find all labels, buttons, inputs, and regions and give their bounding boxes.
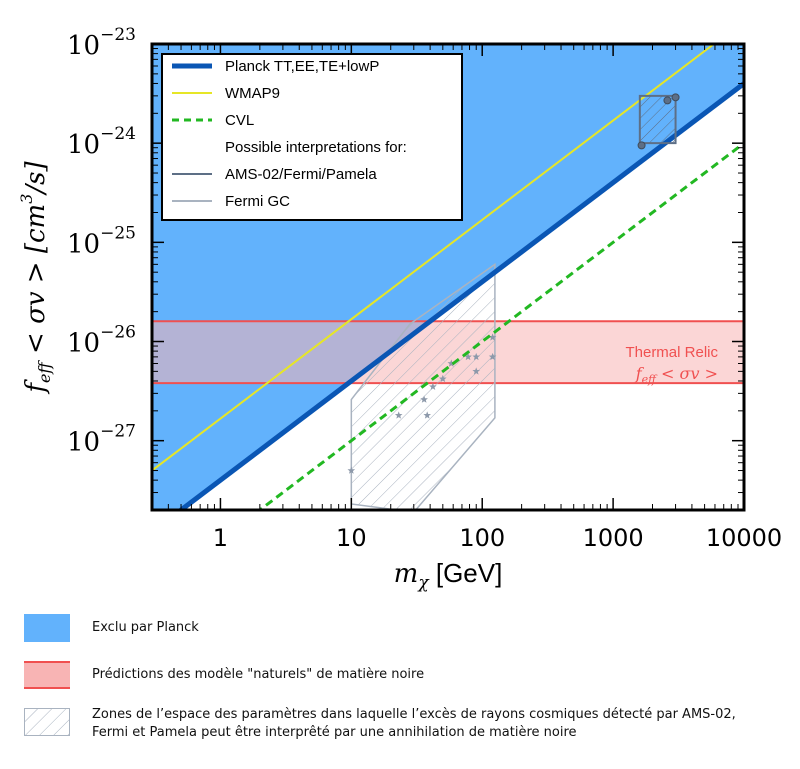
y-tick-label: 10−24: [67, 124, 136, 160]
chart-legend: Planck TT,EE,TE+lowP WMAP9 CVL Possible int…: [161, 53, 463, 221]
y-tick-base: 10: [67, 229, 100, 259]
explanation-item-natural-models: Prédictions des modèle "naturels" de mat…: [24, 661, 424, 689]
y-tick-label: 10−25: [67, 223, 136, 259]
y-tick-base: 10: [67, 130, 100, 160]
y-label-body: < σv > [cm: [21, 204, 51, 362]
y-tick-exponent: −23: [100, 25, 136, 45]
fermi-gc-point: [347, 466, 356, 474]
explanation-item-planck: Exclu par Planck: [24, 614, 199, 642]
fermi-gc-point: [472, 352, 480, 361]
legend-label: Planck TT,EE,TE+lowP: [225, 58, 379, 75]
fermi-gc-point: [439, 374, 447, 383]
legend-label: Possible interpretations for:: [225, 139, 407, 156]
x-tick-label: 1: [213, 524, 228, 552]
y-label-end: /s]: [21, 160, 51, 196]
y-tick-base: 10: [67, 31, 100, 61]
legend-box: [161, 53, 463, 221]
explanation-text: Zones de l’espace des paramètres dans la…: [92, 707, 736, 740]
x-tick-label: 10000: [706, 524, 782, 552]
fermi-gc-point: [488, 352, 497, 361]
x-tick-label: 100: [459, 524, 505, 552]
y-label-subscript: eff: [35, 360, 54, 383]
y-tick-label: 10−27: [67, 422, 136, 458]
x-tick-label: 1000: [583, 524, 644, 552]
y-tick-exponent: −25: [100, 223, 136, 243]
y-tick-label: 10−23: [67, 25, 136, 61]
ams-fermi-pamela-point: [663, 96, 672, 105]
y-tick-base: 10: [67, 329, 100, 359]
y-tick-label: 10−26: [67, 323, 136, 359]
y-tick-base: 10: [67, 428, 100, 458]
x-label-unit: [GeV]: [429, 558, 503, 588]
y-axis-label: feff < σv > [cm3/s]: [17, 160, 54, 394]
fermi-gc-point: [420, 395, 428, 403]
explanation-text: Prédictions des modèle "naturels" de mat…: [92, 667, 425, 682]
explanation-item-cosmic-ray-zones: Zones de l’espace des paramètres dans la…: [24, 706, 772, 742]
thermal-relic-swatch: [24, 661, 70, 689]
fermi-gc-point: [464, 352, 472, 361]
planck-swatch: [24, 614, 70, 642]
fermi-gc-point: [488, 333, 497, 341]
x-axis-label: mχ [GeV]: [394, 558, 503, 593]
x-label-symbol: m: [394, 559, 419, 589]
thermal-relic-label: Thermal Relic: [625, 344, 718, 361]
fermi-gc-point: [447, 359, 456, 367]
y-label-superscript: 3: [17, 194, 36, 204]
legend-label: WMAP9: [225, 85, 280, 102]
planck-line: [176, 81, 744, 510]
y-tick-exponent: −26: [100, 323, 136, 343]
fermi-gc-point: [394, 411, 403, 419]
plot-frame: [150, 42, 746, 512]
fermi-gc-point: [423, 411, 431, 419]
ams-fermi-pamela-point: [637, 141, 646, 150]
y-tick-exponent: −27: [100, 422, 136, 442]
fermi-gc-point: [472, 367, 480, 375]
hatch-swatch: [24, 708, 70, 736]
formula-f: f: [635, 364, 645, 383]
cvl-line: [257, 141, 744, 510]
legend-label: CVL: [225, 112, 254, 129]
x-tick-label: 10: [336, 524, 367, 552]
legend-label: Fermi GC: [225, 193, 290, 210]
thermal-relic-formula: feff < σv >: [635, 364, 718, 386]
x-label-subscript: χ: [417, 573, 430, 593]
legend-label: AMS-02/Fermi/Pamela: [225, 166, 377, 183]
formula-sub: eff: [642, 373, 659, 386]
formula-rest: < σv >: [656, 364, 718, 383]
explanation-text: Exclu par Planck: [92, 620, 199, 635]
fermi-gc-point: [429, 382, 437, 390]
y-tick-exponent: −24: [100, 124, 136, 144]
ams-fermi-pamela-point: [671, 93, 680, 102]
